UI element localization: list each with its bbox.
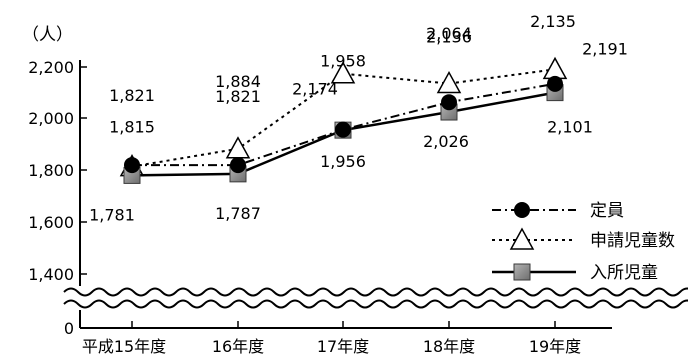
data-point-shinsei [542, 56, 568, 80]
legend-label-nyusho: 入所児童 [590, 263, 658, 283]
y-tick-label: 2,000 [28, 109, 74, 128]
y-tick-label: 1,800 [28, 161, 74, 180]
data-label-nyusho: 1,781 [89, 205, 135, 224]
data-point-shinsei [330, 61, 356, 84]
data-label-nyusho: 1,956 [320, 152, 366, 171]
data-point-teiin [335, 121, 351, 138]
data-label-teiin: 1,821 [109, 86, 155, 105]
y-tick-label: 1,400 [28, 265, 74, 284]
axis-break-wave-upper [63, 287, 688, 297]
data-point-teiin [441, 94, 457, 111]
data-label-teiin: 1,821 [215, 87, 261, 106]
data-label-nyusho: 1,787 [215, 204, 261, 223]
series-line-shinsei [131, 68, 556, 168]
y-tick-label: 0 [64, 319, 74, 338]
legend-label-shinsei: 申請児童数 [590, 231, 675, 251]
y-tick-label: 1,600 [28, 213, 74, 232]
x-tick-label: 19年度 [529, 337, 581, 356]
x-tick-label: 16年度 [212, 337, 264, 356]
data-labels: 1,821 1,821 1,958 2,064 2,135 1,815 1,884 2,174… [89, 12, 628, 225]
data-label-shinsei: 2,191 [582, 39, 628, 58]
y-unit-label: （人） [22, 25, 73, 45]
data-label-shinsei: 2,136 [426, 28, 472, 47]
data-label-teiin: 1,958 [320, 52, 366, 71]
x-axis-ticks: 平成15年度 16年度 17年度 18年度 19年度 [82, 321, 581, 356]
y-axis-ticks: 0 1,400 1,600 1,800 2,000 2,200 [28, 58, 87, 338]
data-point-teiin [547, 75, 563, 92]
y-tick-label: 2,200 [28, 58, 74, 77]
data-label-shinsei: 1,884 [215, 72, 261, 91]
x-tick-label: 平成15年度 [82, 337, 166, 356]
data-label-shinsei: 1,815 [109, 118, 155, 137]
data-label-nyusho: 2,101 [547, 118, 593, 137]
data-point-teiin [230, 157, 246, 174]
axes [60, 60, 688, 329]
data-point-shinsei [436, 71, 462, 94]
series-layer [119, 56, 568, 184]
data-label-shinsei: 2,174 [292, 80, 338, 99]
data-point-shinsei [225, 136, 251, 159]
legend-marker-teiin [514, 202, 530, 218]
legend-marker-nyusho [513, 263, 531, 281]
data-point-teiin [124, 157, 140, 174]
legend-label-teiin: 定員 [590, 201, 624, 221]
data-label-nyusho: 2,026 [423, 132, 469, 151]
x-tick-label: 18年度 [423, 337, 475, 356]
data-label-teiin: 2,135 [530, 12, 576, 31]
axis-break-wave-lower [63, 299, 688, 309]
x-tick-label: 17年度 [317, 337, 369, 356]
legend-marker-shinsei [509, 227, 535, 250]
data-label-teiin: 2,064 [426, 24, 472, 43]
